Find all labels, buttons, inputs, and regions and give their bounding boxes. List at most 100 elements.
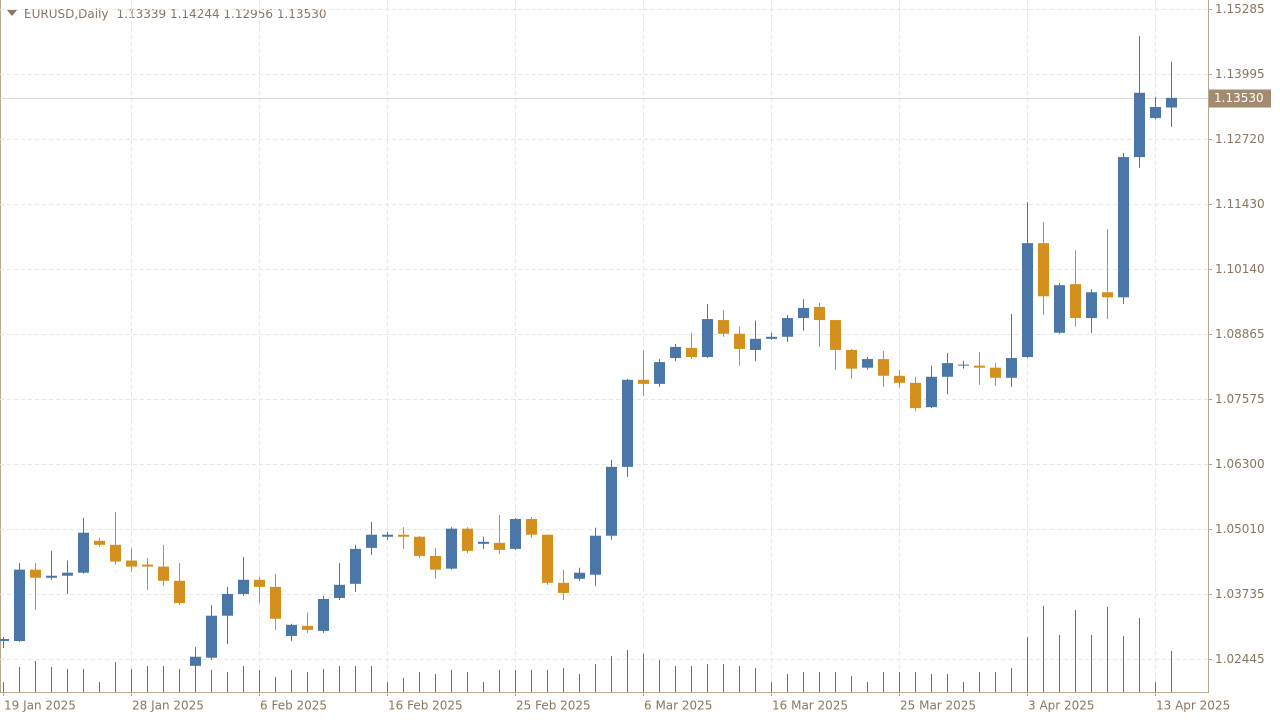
volume-bar bbox=[531, 670, 532, 692]
candle-wick bbox=[35, 563, 36, 610]
y-tick-label: 1.10140 bbox=[1215, 262, 1265, 276]
volume-bar bbox=[1091, 635, 1092, 692]
candle-body bbox=[1070, 284, 1081, 319]
volume-bar bbox=[227, 672, 228, 692]
x-tick-label: 16 Feb 2025 bbox=[388, 699, 463, 713]
y-tick-label: 1.02445 bbox=[1215, 652, 1265, 666]
candle-body bbox=[382, 534, 393, 537]
volume-bar bbox=[643, 654, 644, 692]
volume-bar bbox=[435, 674, 436, 692]
candle-wick bbox=[1011, 314, 1012, 387]
candle-body bbox=[926, 376, 937, 408]
volume-bar bbox=[739, 666, 740, 692]
candle-body bbox=[958, 364, 969, 366]
candle-body bbox=[174, 580, 185, 604]
candle-body bbox=[1134, 92, 1145, 158]
candle-body bbox=[478, 541, 489, 544]
candle-body bbox=[334, 584, 345, 598]
volume-bar bbox=[979, 672, 980, 692]
x-tick-label: 13 Apr 2025 bbox=[1156, 699, 1230, 713]
volume-bar bbox=[675, 666, 676, 692]
volume-bar bbox=[115, 662, 116, 692]
candle-body bbox=[782, 318, 793, 337]
collapse-icon[interactable] bbox=[7, 10, 17, 16]
volume-bar bbox=[1075, 610, 1076, 692]
volume-bar bbox=[51, 667, 52, 692]
chart-subtitle: 1.13339 1.14244 1.12956 1.13530 bbox=[117, 7, 327, 21]
volume-bar bbox=[627, 650, 628, 692]
candle-body bbox=[846, 349, 857, 369]
candle-wick bbox=[259, 576, 260, 604]
volume-bar bbox=[1171, 651, 1172, 692]
volume-bar bbox=[611, 656, 612, 692]
candle-body bbox=[542, 534, 553, 583]
y-tick-label: 1.06300 bbox=[1215, 457, 1265, 471]
candle-wick bbox=[115, 511, 116, 565]
last-price-marker bbox=[1209, 89, 1271, 108]
candle-body bbox=[78, 532, 89, 573]
volume-bar bbox=[1027, 637, 1028, 692]
candle-body bbox=[574, 572, 585, 579]
last-price-label: 1.13530 bbox=[1214, 91, 1264, 105]
candle-body bbox=[494, 542, 505, 550]
x-tick-label: 6 Mar 2025 bbox=[644, 699, 712, 713]
candle-body bbox=[1086, 292, 1097, 319]
volume-bar bbox=[867, 682, 868, 692]
y-tick-label: 1.11430 bbox=[1215, 197, 1265, 211]
volume-bar bbox=[83, 669, 84, 692]
candle-body bbox=[702, 319, 713, 358]
candle-body bbox=[734, 333, 745, 349]
candle-wick bbox=[403, 527, 404, 549]
candle-wick bbox=[1171, 61, 1172, 127]
candle-body bbox=[1166, 97, 1177, 108]
candle-body bbox=[1022, 243, 1033, 358]
candle-body bbox=[350, 548, 361, 584]
volume-bar bbox=[899, 672, 900, 692]
volume-bar bbox=[803, 672, 804, 692]
volume-bar bbox=[163, 666, 164, 692]
x-tick-label: 6 Feb 2025 bbox=[260, 699, 327, 713]
candle-wick bbox=[979, 351, 980, 385]
candle-body bbox=[558, 582, 569, 593]
y-tick-label: 1.08865 bbox=[1215, 327, 1265, 341]
volume-bar bbox=[387, 682, 388, 692]
volume-bar bbox=[515, 670, 516, 692]
volume-bar bbox=[947, 674, 948, 692]
volume-bar bbox=[659, 660, 660, 692]
volume-bar bbox=[1139, 618, 1140, 692]
candle-body bbox=[238, 579, 249, 594]
volume-bar bbox=[179, 669, 180, 692]
candle-body bbox=[222, 593, 233, 616]
candle-body bbox=[1118, 157, 1129, 298]
volume-bar bbox=[851, 676, 852, 692]
candle-body bbox=[270, 586, 281, 619]
candle-body bbox=[766, 336, 777, 339]
volume-bar bbox=[243, 666, 244, 692]
volume-bar bbox=[723, 664, 724, 692]
volume-bar bbox=[195, 658, 196, 692]
volume-bar bbox=[3, 682, 4, 692]
x-tick-label: 25 Mar 2025 bbox=[900, 699, 976, 713]
y-tick-label: 1.03735 bbox=[1215, 587, 1265, 601]
candle-body bbox=[1150, 106, 1161, 119]
candle-wick bbox=[243, 556, 244, 596]
candle-body bbox=[1006, 358, 1017, 378]
volume-bar bbox=[819, 672, 820, 692]
candle-body bbox=[590, 535, 601, 575]
x-tick-label: 28 Jan 2025 bbox=[132, 699, 204, 713]
candle-body bbox=[398, 534, 409, 537]
candle-body bbox=[446, 528, 457, 569]
volume-bar bbox=[691, 666, 692, 692]
candle-body bbox=[814, 306, 825, 321]
candle-wick bbox=[163, 544, 164, 586]
volume-bar bbox=[403, 678, 404, 692]
candle-wick bbox=[51, 550, 52, 580]
chart-title: EURUSD,Daily bbox=[24, 7, 109, 21]
candle-wick bbox=[819, 302, 820, 347]
candle-body bbox=[126, 560, 137, 567]
x-tick-label: 25 Feb 2025 bbox=[516, 699, 591, 713]
chart-header: EURUSD,Daily 1.13339 1.14244 1.12956 1.13… bbox=[24, 7, 326, 21]
volume-bar bbox=[883, 672, 884, 692]
volume-bar bbox=[1155, 682, 1156, 692]
